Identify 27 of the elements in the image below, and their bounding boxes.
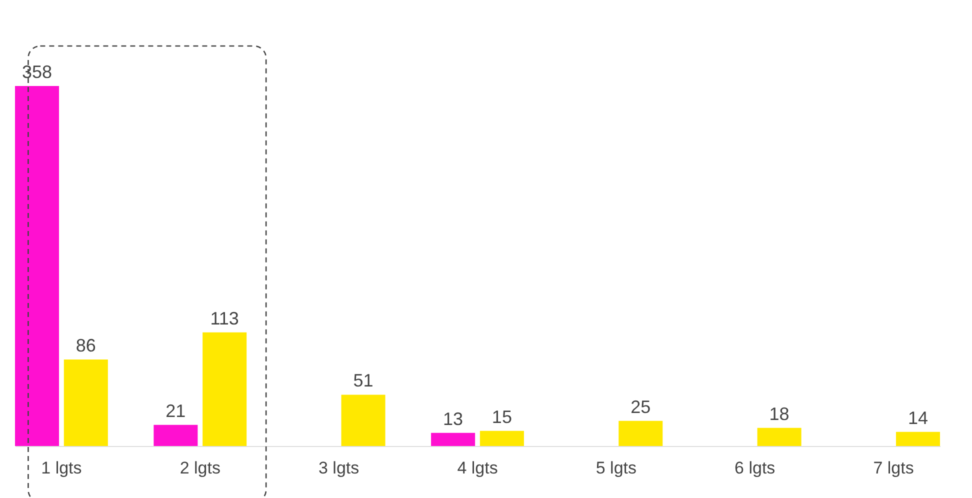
bar — [480, 430, 524, 446]
data-label: 18 — [769, 404, 790, 424]
data-label: 25 — [630, 396, 651, 417]
data-label: 21 — [166, 400, 186, 421]
bar — [757, 428, 802, 446]
x-tick-label: 2 lgts — [180, 458, 220, 478]
x-tick-label: 4 lgts — [457, 458, 498, 478]
data-label: 86 — [76, 336, 96, 356]
data-label: 358 — [22, 62, 52, 82]
bar — [154, 424, 198, 446]
data-label: 15 — [492, 406, 512, 427]
bar — [341, 394, 386, 446]
bar — [618, 420, 663, 446]
data-label: 13 — [443, 408, 464, 429]
bar — [431, 432, 476, 446]
bar — [202, 332, 247, 446]
x-tick-label: 6 lgts — [734, 458, 776, 478]
x-tick-label: 3 lgts — [318, 458, 360, 478]
data-label: 113 — [210, 308, 239, 328]
data-label: 51 — [353, 370, 374, 391]
x-tick-label: 1 lgts — [41, 458, 82, 478]
bar — [15, 86, 60, 446]
bar — [896, 432, 940, 446]
x-tick-label: 5 lgts — [596, 458, 636, 478]
data-label: 14 — [908, 408, 928, 428]
x-tick-label: 7 lgts — [873, 458, 914, 478]
bar — [64, 360, 108, 446]
